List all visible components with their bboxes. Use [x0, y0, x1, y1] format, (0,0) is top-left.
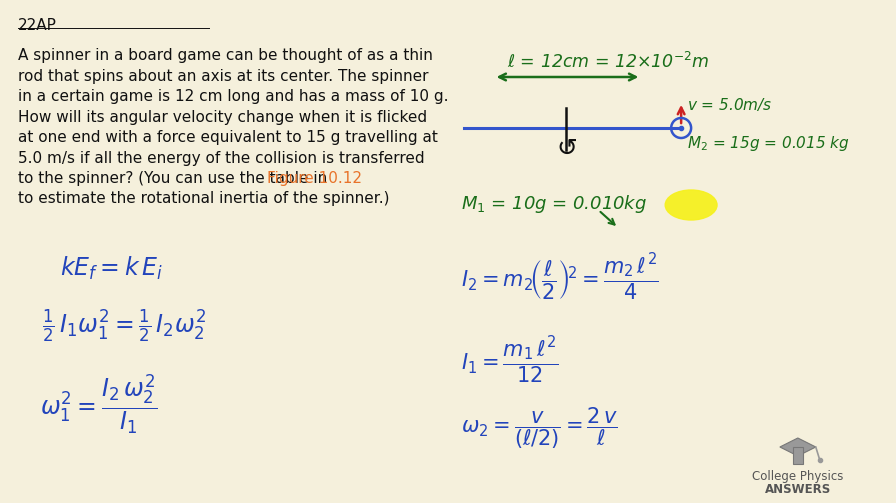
Ellipse shape — [665, 190, 717, 220]
Polygon shape — [780, 438, 815, 456]
Text: $M_1$ = 10g = 0.010kg: $M_1$ = 10g = 0.010kg — [461, 193, 647, 215]
Text: to estimate the rotational inertia of the spinner.): to estimate the rotational inertia of th… — [18, 192, 390, 207]
Text: in a certain game is 12 cm long and has a mass of 10 g.: in a certain game is 12 cm long and has … — [18, 89, 449, 104]
Text: College Physics: College Physics — [752, 470, 843, 483]
Text: $\frac{1}{2}\,I_1\omega_1^2 = \frac{1}{2}\,I_2\omega_2^2$: $\frac{1}{2}\,I_1\omega_1^2 = \frac{1}{2… — [42, 308, 206, 346]
Text: 5.0 m/s if all the energy of the collision is transferred: 5.0 m/s if all the energy of the collisi… — [18, 150, 425, 165]
Text: $kE_f = k\,E_i$: $kE_f = k\,E_i$ — [60, 255, 163, 282]
Text: $\omega_1^2 = \dfrac{I_2\,\omega_2^2}{I_1}$: $\omega_1^2 = \dfrac{I_2\,\omega_2^2}{I_… — [40, 372, 157, 436]
Text: $I_1 = \dfrac{m_1\,\ell^2}{12}$: $I_1 = \dfrac{m_1\,\ell^2}{12}$ — [461, 335, 558, 386]
Text: $v$ = 5.0m/s: $v$ = 5.0m/s — [687, 96, 772, 113]
Text: at one end with a force equivalent to 15 g travelling at: at one end with a force equivalent to 15… — [18, 130, 438, 145]
Text: Figure 10.12: Figure 10.12 — [267, 171, 362, 186]
Text: How will its angular velocity change when it is flicked: How will its angular velocity change whe… — [18, 110, 427, 125]
Text: $\omega_2 = \dfrac{v}{(\ell/2)} = \dfrac{2\,v}{\ell}$: $\omega_2 = \dfrac{v}{(\ell/2)} = \dfrac… — [461, 405, 617, 451]
Polygon shape — [793, 447, 803, 464]
Text: to the spinner? (You can use the table in: to the spinner? (You can use the table i… — [18, 171, 332, 186]
Text: $\ell$ = 12cm = 12$\times$10$^{-2}$m: $\ell$ = 12cm = 12$\times$10$^{-2}$m — [506, 52, 709, 72]
Text: rod that spins about an axis at its center. The spinner: rod that spins about an axis at its cent… — [18, 68, 428, 83]
Text: ANSWERS: ANSWERS — [764, 483, 831, 496]
Text: $M_2$ = 15g = 0.015 kg: $M_2$ = 15g = 0.015 kg — [687, 134, 850, 153]
Text: A spinner in a board game can be thought of as a thin: A spinner in a board game can be thought… — [18, 48, 433, 63]
Text: $I_2 = m_2\!\left(\dfrac{\ell}{2}\right)^{\!2} = \dfrac{m_2\,\ell^2}{4}$: $I_2 = m_2\!\left(\dfrac{\ell}{2}\right)… — [461, 252, 659, 303]
Text: 22AP: 22AP — [18, 18, 56, 33]
Text: $\circlearrowleft$: $\circlearrowleft$ — [553, 136, 578, 160]
